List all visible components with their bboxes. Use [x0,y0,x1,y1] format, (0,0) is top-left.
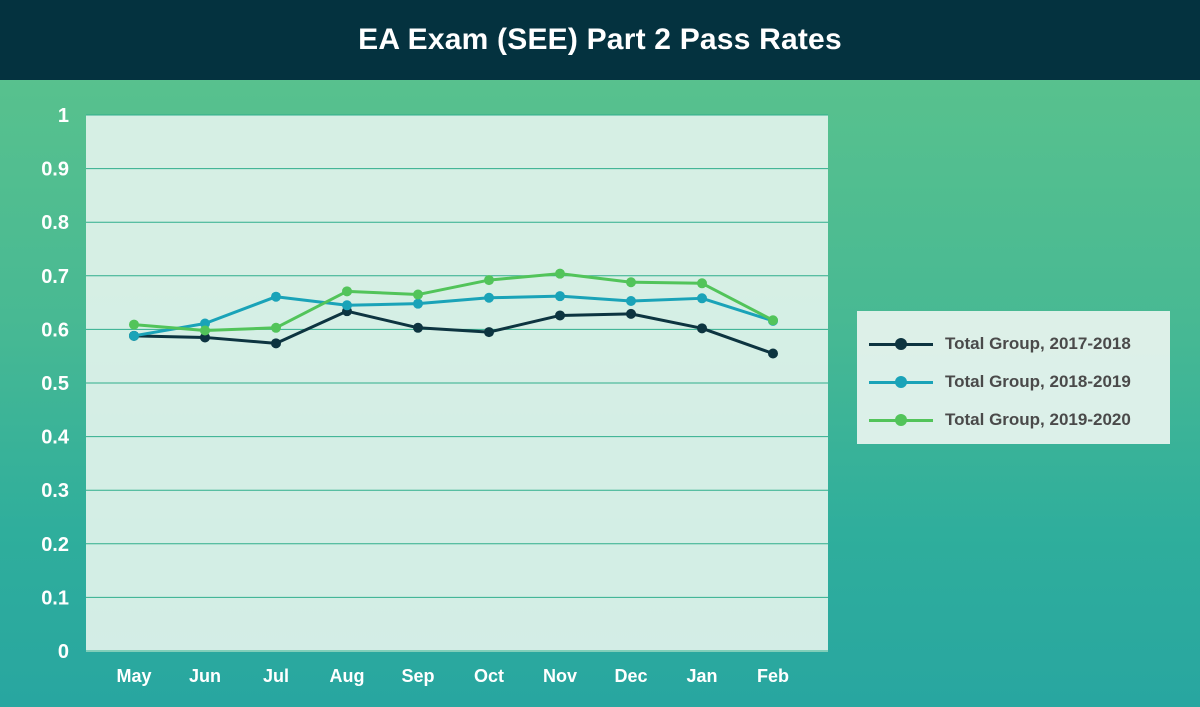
legend: Total Group, 2017-2018 Total Group, 2018… [857,311,1170,444]
x-tick-label-4: Sep [401,666,434,686]
data-point-0-2 [271,338,281,349]
chart-title: EA Exam (SEE) Part 2 Pass Rates [358,23,842,56]
legend-label-1: Total Group, 2018-2019 [945,372,1131,391]
x-axis: May Jun Jul Aug Sep Oct Nov Dec Jan Feb [116,666,789,686]
data-point-1-4 [413,298,423,309]
y-tick-label-9: 0.9 [41,159,69,181]
legend-swatch-0 [869,337,933,351]
y-tick-label-7: 0.7 [41,266,69,288]
data-point-1-1 [200,318,210,329]
series-line-0 [133,309,774,355]
y-tick-label-4: 0.4 [41,427,70,449]
legend-swatch-1 [869,375,933,389]
data-point-1-6 [555,291,565,302]
data-point-2-2 [271,322,281,333]
legend-label-0: Total Group, 2017-2018 [945,334,1131,353]
x-tick-label-9: Feb [757,666,789,686]
y-tick-label-8: 0.8 [41,212,69,234]
legend-item-0: Total Group, 2017-2018 [857,325,1170,363]
y-tick-label-6: 0.6 [41,319,69,341]
y-axis: 0 0.1 0.2 0.3 0.4 0.5 0.6 0.7 0.8 0.9 1 [41,105,70,663]
data-point-1-7 [626,295,636,306]
data-point-2-6 [555,268,565,279]
data-point-0-7 [626,308,636,319]
legend-item-2: Total Group, 2019-2020 [857,401,1170,439]
series-group [129,268,778,359]
data-point-1-5 [484,292,494,303]
x-tick-label-8: Jan [686,666,717,686]
data-point-2-4 [413,289,423,300]
data-point-2-5 [484,275,494,286]
data-point-0-6 [555,310,565,321]
data-point-1-0 [129,330,139,341]
data-point-0-5 [484,327,494,338]
data-point-2-0 [129,319,139,330]
data-point-1-8 [697,293,707,304]
data-point-0-9 [768,348,778,359]
y-tick-label-1: 0.1 [41,587,69,609]
x-tick-label-2: Jul [263,666,289,686]
legend-swatch-2 [869,413,933,427]
x-tick-label-7: Dec [614,666,647,686]
series-line-2 [133,272,774,332]
y-tick-label-0: 0 [58,641,69,663]
data-point-2-3 [342,286,352,297]
data-point-2-7 [626,277,636,288]
x-tick-label-0: May [116,666,151,686]
y-tick-label-5: 0.5 [41,373,69,395]
series-line-1 [133,294,774,338]
y-tick-label-3: 0.3 [41,480,69,502]
legend-item-1: Total Group, 2018-2019 [857,363,1170,401]
x-tick-label-5: Oct [474,666,504,686]
data-point-1-3 [342,300,352,311]
y-tick-label-2: 0.2 [41,534,69,556]
data-point-0-1 [200,332,210,343]
data-point-2-8 [697,278,707,289]
data-point-0-4 [413,322,423,333]
x-tick-label-3: Aug [330,666,365,686]
data-point-2-1 [200,325,210,336]
y-tick-label-10: 1 [58,105,69,127]
x-tick-label-6: Nov [543,666,577,686]
legend-label-2: Total Group, 2019-2020 [945,410,1131,429]
x-tick-label-1: Jun [189,666,221,686]
data-point-1-2 [271,291,281,302]
data-point-0-8 [697,323,707,334]
data-point-2-9 [768,315,778,326]
header-bar: EA Exam (SEE) Part 2 Pass Rates [0,0,1200,80]
